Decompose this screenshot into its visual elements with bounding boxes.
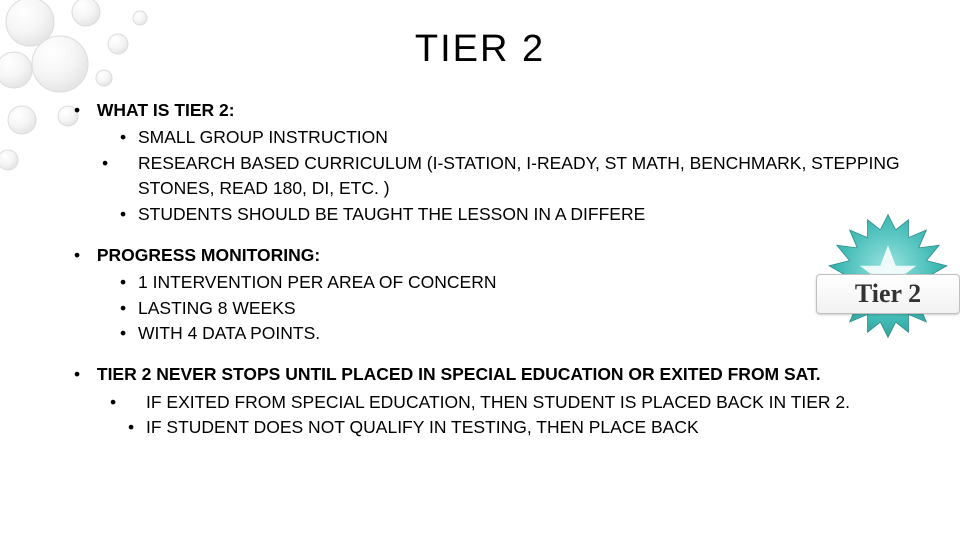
section-header: PROGRESS MONITORING: — [97, 245, 320, 265]
slide-content: WHAT IS TIER 2: SMALL GROUP INSTRUCTION … — [74, 98, 940, 457]
list-item: STUDENTS SHOULD BE TAUGHT THE LESSON IN … — [120, 202, 940, 227]
list-item: IF EXITED FROM SPECIAL EDUCATION, THEN S… — [128, 390, 940, 415]
section-what-is-tier2: WHAT IS TIER 2: SMALL GROUP INSTRUCTION … — [74, 98, 940, 227]
section-progress-monitoring: PROGRESS MONITORING: 1 INTERVENTION PER … — [74, 243, 940, 347]
tier-2-badge: Tier 2 — [822, 212, 954, 340]
section-header: WHAT IS TIER 2: — [97, 100, 235, 120]
section-header: TIER 2 NEVER STOPS UNTIL PLACED IN SPECI… — [97, 364, 821, 384]
section-tier2-never-stops: TIER 2 NEVER STOPS UNTIL PLACED IN SPECI… — [74, 362, 940, 440]
badge-ribbon-label: Tier 2 — [816, 274, 960, 314]
list-item: RESEARCH BASED CURRICULUM (I-STATION, I-… — [120, 151, 940, 202]
slide-title: TIER 2 — [0, 28, 960, 71]
list-item: WITH 4 DATA POINTS. — [120, 321, 940, 346]
list-item: IF STUDENT DOES NOT QUALIFY IN TESTING, … — [128, 415, 940, 440]
list-item: SMALL GROUP INSTRUCTION — [120, 125, 940, 150]
